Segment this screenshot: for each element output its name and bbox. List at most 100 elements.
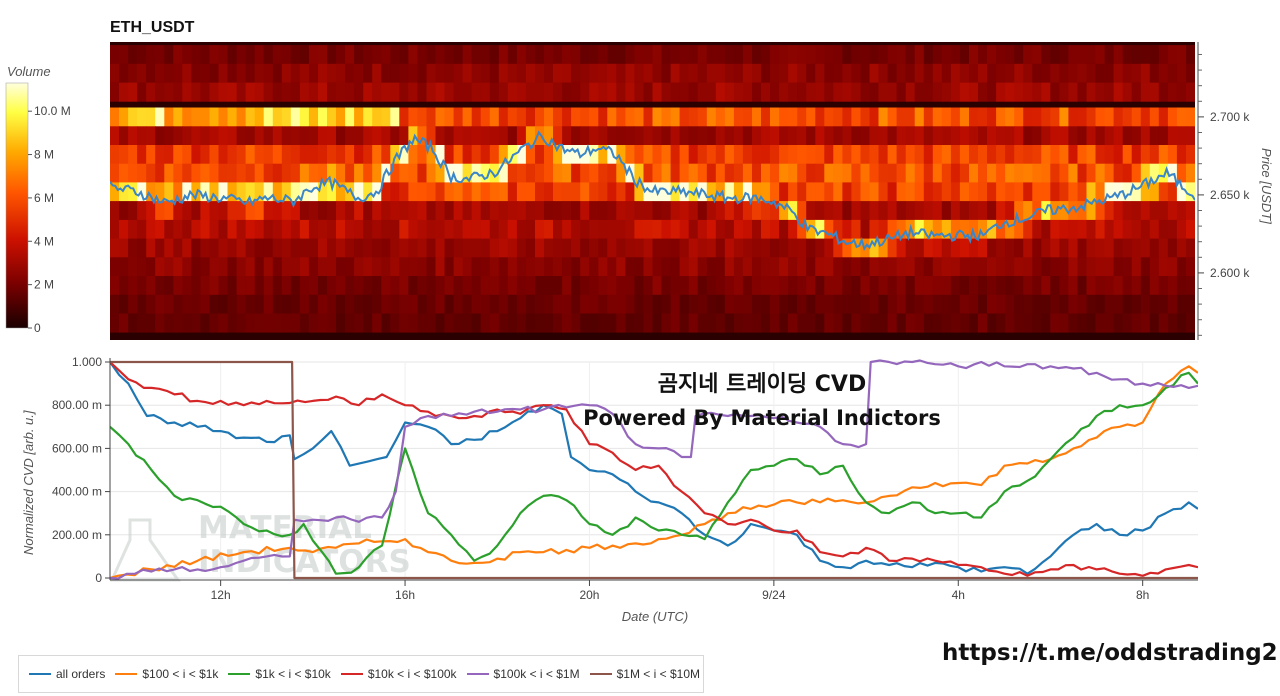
heatmap-cell <box>1176 201 1187 221</box>
heatmap-cell <box>987 107 997 127</box>
legend-item[interactable]: $10k < i < $100k <box>340 667 457 681</box>
heatmap-cell <box>580 163 590 183</box>
heatmap-cell <box>1158 45 1169 65</box>
colorbar-tick-label: 4 M <box>34 234 54 248</box>
heatmap-cell <box>923 201 934 221</box>
heatmap-cell <box>987 182 997 202</box>
heatmap-cell <box>417 63 427 83</box>
heatmap-cell <box>571 182 581 202</box>
heatmap-cell <box>571 201 581 221</box>
heatmap-cell <box>1014 294 1024 314</box>
heatmap-cell <box>715 294 726 314</box>
heatmap-cell <box>1023 219 1033 239</box>
heatmap-cell <box>616 294 626 314</box>
heatmap-cell <box>950 238 961 258</box>
heatmap-cell <box>607 82 617 102</box>
heatmap-cell <box>1059 126 1069 146</box>
heatmap-cell <box>1041 313 1051 333</box>
heatmap-cell <box>471 313 482 333</box>
heatmap-cell <box>851 257 861 277</box>
heatmap-cell <box>299 238 310 258</box>
heatmap-cell <box>1176 294 1187 314</box>
heatmap-cell <box>119 163 129 183</box>
legend-item[interactable]: $1k < i < $10k <box>228 667 331 681</box>
heatmap-cell <box>1005 276 1015 296</box>
heatmap-cell <box>417 294 427 314</box>
heatmap-cell <box>580 107 590 127</box>
cvd-y-tick-label: 1.000 <box>72 355 102 369</box>
heatmap-cell <box>643 126 654 146</box>
heatmap-cell <box>191 126 201 146</box>
heatmap-cell <box>354 257 364 277</box>
heatmap-cell <box>752 163 762 183</box>
heatmap-cell <box>173 313 183 333</box>
heatmap-cell <box>435 126 446 146</box>
heatmap-cell <box>770 63 780 83</box>
heatmap-cell <box>914 201 925 221</box>
heatmap-cell <box>146 45 156 65</box>
heatmap-cell <box>227 63 238 83</box>
heatmap-cell <box>1032 238 1042 258</box>
heatmap-cell <box>155 219 165 239</box>
heatmap-cell <box>1050 82 1060 102</box>
heatmap-cell <box>634 182 644 202</box>
heatmap-cell <box>1014 163 1024 183</box>
heatmap-cell <box>1186 45 1195 65</box>
heatmap-cell <box>200 294 210 314</box>
heatmap-cell <box>1014 201 1024 221</box>
heatmap-cell <box>453 145 464 165</box>
legend-item[interactable]: $100 < i < $1k <box>115 667 218 681</box>
legend-item[interactable]: $1M < i < $10M <box>589 667 700 681</box>
cvd-x-tick-label: 8h <box>1136 588 1149 602</box>
heatmap-cell <box>553 276 563 296</box>
heatmap-y-tick-label: 2.650 k <box>1210 188 1250 202</box>
heatmap-cell <box>1095 276 1106 296</box>
heatmap-cell <box>119 63 129 83</box>
heatmap-cell <box>996 313 1006 333</box>
heatmap-cell <box>1050 313 1060 333</box>
heatmap-cell <box>688 257 699 277</box>
heatmap-cell <box>516 63 527 83</box>
heatmap-cell <box>1122 163 1133 183</box>
heatmap-cell <box>1149 63 1160 83</box>
heatmap-cell <box>263 238 274 258</box>
heatmap-cell <box>245 276 256 296</box>
heatmap-cell <box>625 219 635 239</box>
heatmap-cell <box>1113 163 1124 183</box>
heatmap-cell <box>200 45 210 65</box>
heatmap-cell <box>218 163 229 183</box>
heatmap-cell <box>318 63 328 83</box>
heatmap-cell <box>327 276 337 296</box>
heatmap-cell <box>471 294 482 314</box>
heatmap-cell <box>1158 219 1169 239</box>
heatmap-cell <box>1149 294 1160 314</box>
legend-swatch <box>29 673 51 675</box>
heatmap-cell <box>1158 82 1169 102</box>
heatmap-cell <box>1149 163 1160 183</box>
telegram-link[interactable]: https://t.me/oddstrading2 <box>942 640 1278 666</box>
heatmap-cell <box>290 219 301 239</box>
heatmap-cell <box>1050 107 1060 127</box>
heatmap-cell <box>227 294 238 314</box>
heatmap-cell <box>1131 257 1142 277</box>
heatmap-cell <box>110 219 120 239</box>
heatmap-cell <box>218 182 229 202</box>
heatmap-cell <box>625 163 635 183</box>
heatmap-cell <box>1140 294 1151 314</box>
legend-item[interactable]: $100k < i < $1M <box>466 667 580 681</box>
heatmap-cell <box>173 145 183 165</box>
heatmap-cell <box>272 45 283 65</box>
heatmap-cell <box>598 238 608 258</box>
heatmap-cell <box>969 145 979 165</box>
heatmap-cell <box>1023 182 1033 202</box>
heatmap-cell <box>525 107 536 127</box>
heatmap-cell <box>598 82 608 102</box>
heatmap-cell <box>652 257 663 277</box>
heatmap-cell <box>643 163 654 183</box>
heatmap-cell <box>471 126 482 146</box>
legend-item[interactable]: all orders <box>29 667 105 681</box>
heatmap-cell <box>1032 163 1042 183</box>
heatmap-cell <box>905 294 916 314</box>
heatmap-cell <box>200 257 210 277</box>
heatmap-cell <box>191 313 201 333</box>
